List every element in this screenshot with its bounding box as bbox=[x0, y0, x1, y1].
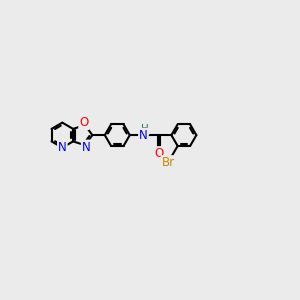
Text: N: N bbox=[82, 140, 91, 154]
Text: N: N bbox=[139, 129, 148, 142]
Text: H: H bbox=[141, 124, 148, 134]
Text: O: O bbox=[154, 147, 164, 160]
Text: N: N bbox=[58, 141, 67, 154]
Text: O: O bbox=[79, 116, 88, 129]
Text: Br: Br bbox=[162, 156, 175, 169]
